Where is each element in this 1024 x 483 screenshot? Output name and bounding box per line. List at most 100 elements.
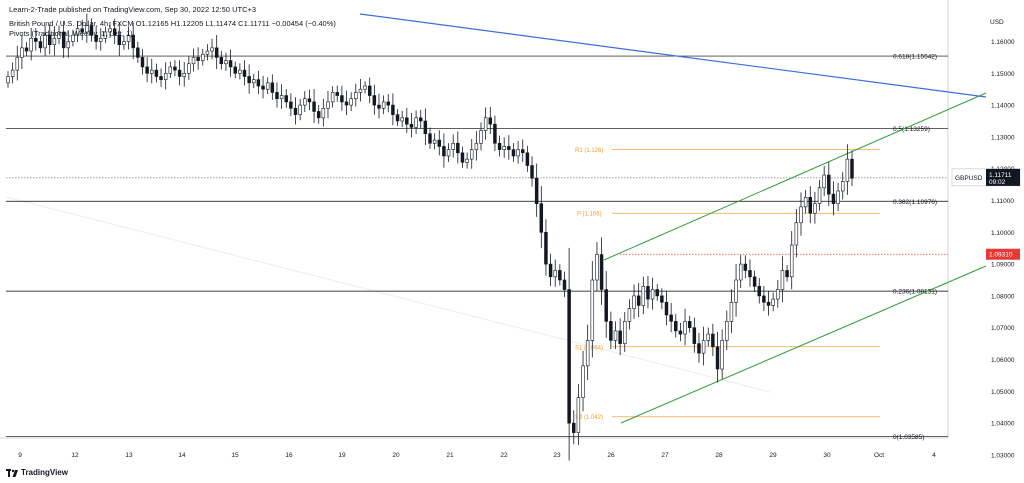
candle-body bbox=[493, 123, 497, 144]
x-axis-tick-label: 12 bbox=[71, 452, 79, 459]
candle-body bbox=[474, 142, 479, 150]
candle-body bbox=[94, 34, 98, 42]
candle-body bbox=[831, 193, 836, 204]
candle-body bbox=[154, 69, 159, 77]
candle-body bbox=[349, 98, 353, 106]
candle-body bbox=[173, 66, 177, 71]
candle-body bbox=[488, 117, 493, 125]
candle-body bbox=[340, 95, 344, 103]
candle-body bbox=[196, 57, 200, 61]
tradingview-logo-icon bbox=[6, 468, 18, 477]
indicator-legend: Pivots (Traditional, Weekly, 1, Left, 1) bbox=[9, 29, 133, 38]
candle-body bbox=[66, 41, 71, 49]
highlight-level-tag bbox=[986, 248, 1020, 260]
candle-body bbox=[43, 34, 47, 49]
candle-body bbox=[224, 60, 228, 65]
candle-body bbox=[502, 146, 506, 150]
candle-body bbox=[743, 263, 748, 271]
candle-body bbox=[85, 25, 89, 33]
candle-body bbox=[442, 146, 446, 157]
candle-body bbox=[131, 34, 135, 49]
x-axis-tick-label: 28 bbox=[715, 452, 723, 459]
candle-body bbox=[182, 73, 186, 77]
symbol-ohlc-line: British Pound / U.S. Dollar, 4h, FXCM O1… bbox=[9, 19, 336, 28]
x-axis-tick-label: 9 bbox=[18, 452, 22, 459]
candle-body bbox=[326, 101, 330, 109]
candle-body bbox=[122, 41, 126, 45]
candle-body bbox=[75, 28, 80, 36]
candle-body bbox=[655, 289, 659, 297]
candle-body bbox=[423, 120, 428, 135]
candle-body bbox=[780, 270, 785, 290]
candle-body bbox=[507, 146, 511, 150]
candle-body bbox=[692, 327, 697, 344]
candle-body bbox=[822, 174, 826, 189]
candle-body bbox=[623, 321, 627, 344]
candle-body bbox=[711, 333, 715, 348]
pivot-level-label: R1 (1.126) bbox=[575, 148, 603, 154]
candle-body bbox=[52, 38, 57, 45]
candle-body bbox=[613, 330, 618, 341]
candle-body bbox=[409, 123, 414, 128]
candle-body bbox=[446, 149, 451, 157]
y-axis-tick-label: 1.16000 bbox=[991, 39, 1015, 46]
price-tag-symbol: GBPUSD bbox=[955, 175, 983, 182]
candle-body bbox=[145, 66, 149, 74]
candle-body bbox=[729, 301, 734, 322]
candle-body bbox=[432, 139, 437, 144]
candle-body bbox=[136, 47, 140, 58]
y-axis-tick-label: 1.10000 bbox=[991, 230, 1015, 237]
candle-body bbox=[395, 114, 400, 122]
candle-body bbox=[627, 308, 632, 322]
candle-body bbox=[572, 422, 576, 433]
candle-body bbox=[803, 197, 808, 208]
candle-body bbox=[451, 142, 455, 150]
y-axis-tick-label: 1.05000 bbox=[991, 389, 1015, 396]
candle-body bbox=[89, 25, 94, 36]
y-axis-tick-label: 1.14000 bbox=[991, 103, 1015, 110]
currency-label: USD bbox=[990, 19, 1004, 26]
candle-body bbox=[762, 295, 766, 303]
candle-body bbox=[275, 92, 279, 100]
candle-body bbox=[205, 50, 210, 55]
candle-body bbox=[553, 270, 557, 278]
x-axis-tick-label: 15 bbox=[231, 452, 239, 459]
candle-body bbox=[785, 270, 789, 278]
candle-body bbox=[581, 365, 585, 398]
channel-lower-line bbox=[620, 265, 987, 424]
candle-body bbox=[363, 85, 367, 90]
candle-body bbox=[530, 165, 534, 179]
candle-body bbox=[372, 95, 377, 106]
candle-body bbox=[840, 181, 845, 192]
candle-body bbox=[270, 82, 275, 93]
candle-body bbox=[414, 117, 418, 128]
candle-body bbox=[776, 289, 780, 300]
candle-body bbox=[836, 190, 840, 204]
candle-body bbox=[715, 346, 720, 370]
candle-body bbox=[460, 152, 465, 163]
x-axis-tick-label: 14 bbox=[178, 452, 186, 459]
candle-body bbox=[511, 149, 516, 157]
candle-body bbox=[261, 85, 265, 90]
x-axis-tick-label: 23 bbox=[553, 452, 561, 459]
candle-body bbox=[641, 286, 646, 306]
candle-body bbox=[632, 295, 636, 309]
candle-body bbox=[391, 104, 395, 115]
candle-body bbox=[539, 203, 544, 233]
candle-body bbox=[738, 263, 743, 281]
tradingview-footer: TradingView bbox=[6, 468, 68, 477]
candle-body bbox=[168, 66, 173, 74]
candle-body bbox=[321, 107, 326, 119]
candle-body bbox=[646, 286, 650, 300]
candle-body bbox=[47, 34, 52, 45]
candle-body bbox=[191, 57, 196, 65]
fib-level-label: 0.236(1.08151) bbox=[893, 289, 937, 296]
candle-body bbox=[57, 31, 61, 39]
candle-body bbox=[558, 270, 562, 281]
candle-body bbox=[289, 101, 293, 109]
candle-body bbox=[316, 111, 321, 119]
candle-body bbox=[678, 330, 683, 335]
candle-body bbox=[437, 139, 442, 147]
y-axis-tick-label: 1.09000 bbox=[991, 262, 1015, 269]
